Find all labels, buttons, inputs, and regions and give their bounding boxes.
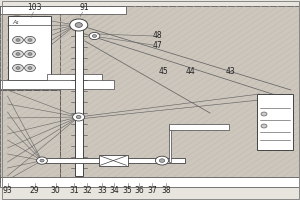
Circle shape	[13, 50, 23, 58]
Text: 33: 33	[97, 186, 107, 195]
Bar	[0, 177, 300, 187]
Text: 48: 48	[153, 31, 163, 40]
Text: 35: 35	[123, 186, 132, 195]
Text: A₁: A₁	[13, 20, 20, 25]
Circle shape	[261, 112, 267, 116]
Circle shape	[70, 19, 88, 31]
Circle shape	[16, 39, 20, 41]
Text: 93: 93	[3, 186, 12, 195]
Text: 30: 30	[51, 186, 60, 195]
Text: 43: 43	[226, 68, 236, 76]
Circle shape	[25, 64, 35, 72]
Circle shape	[16, 67, 20, 69]
Text: 29: 29	[30, 186, 39, 195]
Text: 103: 103	[27, 3, 42, 12]
Text: 45: 45	[159, 68, 168, 76]
Circle shape	[28, 67, 32, 69]
Text: 37: 37	[147, 186, 157, 195]
Circle shape	[13, 36, 23, 44]
Circle shape	[155, 156, 169, 165]
Text: 47: 47	[153, 40, 163, 49]
Text: 31: 31	[70, 186, 79, 195]
Circle shape	[25, 36, 35, 44]
Circle shape	[73, 113, 85, 121]
Bar	[60, 6, 300, 182]
Circle shape	[75, 23, 82, 27]
Circle shape	[159, 159, 165, 162]
Bar	[8, 16, 51, 80]
Text: 36: 36	[134, 186, 144, 195]
Text: 44: 44	[186, 68, 195, 76]
Circle shape	[89, 32, 100, 40]
Bar	[40, 158, 184, 163]
Bar	[169, 126, 171, 162]
Text: 34: 34	[109, 186, 119, 195]
Text: 32: 32	[82, 186, 92, 195]
Circle shape	[16, 53, 20, 55]
Circle shape	[13, 64, 23, 72]
Bar	[0, 6, 114, 90]
Bar	[0, 80, 114, 89]
Circle shape	[25, 50, 35, 58]
Bar	[46, 74, 102, 81]
Circle shape	[28, 53, 32, 55]
Bar	[75, 22, 82, 176]
Bar	[169, 124, 229, 130]
Bar	[256, 94, 292, 150]
Circle shape	[40, 159, 44, 162]
Circle shape	[37, 157, 47, 164]
Circle shape	[261, 124, 267, 128]
Text: 91: 91	[79, 3, 89, 12]
Bar	[99, 155, 128, 166]
Bar	[0, 90, 60, 182]
Circle shape	[76, 115, 81, 119]
Circle shape	[28, 39, 32, 41]
Bar	[0, 6, 126, 14]
Circle shape	[92, 35, 97, 37]
Text: 38: 38	[161, 186, 171, 195]
